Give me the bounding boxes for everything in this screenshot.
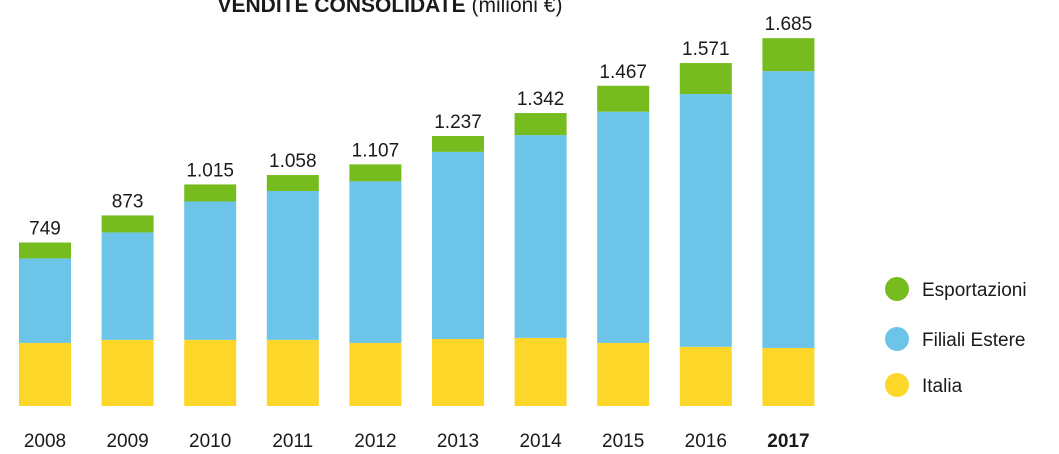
chart-title: VENDITE CONSOLIDATE (milioni €) (218, 0, 563, 17)
bar-segment (349, 342, 402, 406)
x-tick-label: 2016 (685, 431, 727, 452)
x-tick-label: 2014 (519, 431, 562, 452)
bar-segment (679, 63, 732, 95)
title-suffix: (milioni €) (471, 0, 562, 17)
bar-segment (762, 71, 815, 348)
total-label: 1.685 (765, 14, 813, 35)
bar-segment (101, 232, 154, 340)
x-tick-label: 2015 (602, 431, 644, 452)
legend-label: Italia (922, 376, 963, 397)
legend-swatch (885, 327, 909, 351)
total-label: 873 (112, 191, 144, 212)
x-tick-label: 2017 (767, 431, 809, 452)
x-tick-label: 2012 (354, 431, 396, 452)
legend-label: Filiali Estere (922, 330, 1025, 351)
bar-segment (101, 339, 154, 406)
bar-segment (19, 258, 71, 343)
bar-segment (349, 181, 402, 343)
total-label: 1.237 (434, 112, 482, 133)
total-label: 1.342 (517, 89, 565, 110)
total-label: 749 (29, 218, 61, 239)
title-bold: VENDITE CONSOLIDATE (218, 0, 466, 17)
bar-segment (266, 339, 319, 406)
bar-segment (101, 215, 154, 233)
legend-label: Esportazioni (922, 280, 1027, 301)
bar-segment (597, 85, 650, 112)
bar-segment (184, 339, 237, 406)
total-label: 1.107 (352, 140, 400, 161)
bar-segment (514, 135, 567, 338)
bar-segment (432, 151, 484, 339)
total-label: 1.015 (186, 160, 234, 181)
bar-segment (597, 111, 650, 343)
bar-segment (19, 242, 71, 259)
bar-segment (184, 201, 237, 340)
bar-segment (679, 346, 732, 406)
bar-segment (762, 347, 815, 406)
x-tick-label: 2013 (437, 431, 479, 452)
bar-segment (762, 38, 815, 72)
bar-segment (266, 190, 319, 340)
total-label: 1.571 (682, 39, 730, 60)
total-label: 1.467 (599, 62, 647, 83)
bar-segment (514, 113, 567, 136)
bar-segment (19, 342, 71, 406)
x-tick-label: 2008 (24, 431, 66, 452)
bar-segment (349, 164, 402, 182)
bar-segment (597, 342, 650, 406)
legend-swatch (885, 277, 909, 301)
bar-segment (679, 94, 732, 347)
total-label: 1.058 (269, 151, 317, 172)
x-tick-label: 2011 (272, 431, 313, 452)
legend-swatch (885, 373, 909, 397)
bar-segment (432, 338, 484, 406)
bar-segment (266, 175, 319, 191)
bar-segment (184, 184, 237, 202)
bar-segment (514, 337, 567, 406)
bar-segment (432, 135, 484, 152)
x-tick-label: 2010 (189, 431, 231, 452)
x-tick-label: 2009 (106, 431, 148, 452)
